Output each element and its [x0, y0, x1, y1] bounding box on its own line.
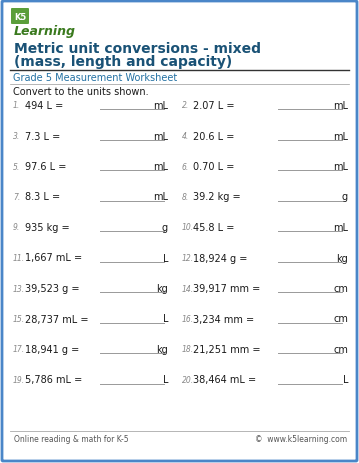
Text: 8.: 8.	[182, 193, 189, 201]
Text: cm: cm	[333, 283, 348, 294]
Text: 6.: 6.	[182, 162, 189, 171]
Text: 14.: 14.	[182, 284, 194, 293]
Text: 45.8 L =: 45.8 L =	[193, 223, 234, 232]
Text: 7.: 7.	[13, 193, 20, 201]
Text: Convert to the units shown.: Convert to the units shown.	[13, 87, 149, 97]
Text: 2.07 L =: 2.07 L =	[193, 101, 234, 111]
Text: 5.: 5.	[13, 162, 20, 171]
Text: 38,464 mL =: 38,464 mL =	[193, 375, 256, 385]
Text: 11.: 11.	[13, 253, 25, 263]
Text: L: L	[163, 314, 168, 324]
Text: 18.: 18.	[182, 345, 194, 354]
Text: 5,786 mL =: 5,786 mL =	[25, 375, 82, 385]
Text: mL: mL	[153, 131, 168, 141]
Text: 3,234 mm =: 3,234 mm =	[193, 314, 254, 324]
Text: 8.3 L =: 8.3 L =	[25, 192, 60, 202]
Text: kg: kg	[156, 344, 168, 354]
Text: 97.6 L =: 97.6 L =	[25, 162, 66, 172]
Text: mL: mL	[153, 192, 168, 202]
Text: Grade 5 Measurement Worksheet: Grade 5 Measurement Worksheet	[13, 73, 177, 83]
Text: g: g	[342, 192, 348, 202]
Text: kg: kg	[336, 253, 348, 263]
Text: 2.: 2.	[182, 101, 189, 110]
Text: 1,667 mL =: 1,667 mL =	[25, 253, 82, 263]
Text: kg: kg	[156, 283, 168, 294]
Text: mL: mL	[333, 101, 348, 111]
Text: K5: K5	[14, 13, 26, 21]
Text: L: L	[163, 375, 168, 385]
Text: ©  www.k5learning.com: © www.k5learning.com	[255, 435, 347, 444]
Text: 3.: 3.	[13, 131, 20, 141]
Text: mL: mL	[153, 101, 168, 111]
Text: 15.: 15.	[13, 314, 25, 323]
Text: mL: mL	[333, 131, 348, 141]
Text: 9.: 9.	[13, 223, 20, 232]
Text: L: L	[163, 253, 168, 263]
Text: 0.70 L =: 0.70 L =	[193, 162, 234, 172]
Text: Learning: Learning	[14, 25, 76, 38]
Text: 18,941 g =: 18,941 g =	[25, 344, 79, 354]
Text: 13.: 13.	[13, 284, 25, 293]
Text: mL: mL	[333, 162, 348, 172]
Text: cm: cm	[333, 344, 348, 354]
Text: (mass, length and capacity): (mass, length and capacity)	[14, 55, 232, 69]
Text: 19.: 19.	[13, 375, 25, 384]
Text: 10.: 10.	[182, 223, 194, 232]
Text: 494 L =: 494 L =	[25, 101, 63, 111]
Text: mL: mL	[153, 162, 168, 172]
Text: mL: mL	[333, 223, 348, 232]
Text: 1.: 1.	[13, 101, 20, 110]
Text: 39.2 kg =: 39.2 kg =	[193, 192, 241, 202]
Text: 17.: 17.	[13, 345, 25, 354]
Text: 935 kg =: 935 kg =	[25, 223, 70, 232]
Text: 28,737 mL =: 28,737 mL =	[25, 314, 89, 324]
Text: 12.: 12.	[182, 253, 194, 263]
Text: 20.6 L =: 20.6 L =	[193, 131, 234, 141]
Text: 16.: 16.	[182, 314, 194, 323]
Text: 39,523 g =: 39,523 g =	[25, 283, 79, 294]
Text: 4.: 4.	[182, 131, 189, 141]
FancyBboxPatch shape	[11, 9, 29, 25]
Text: cm: cm	[333, 314, 348, 324]
Text: 39,917 mm =: 39,917 mm =	[193, 283, 260, 294]
Text: 18,924 g =: 18,924 g =	[193, 253, 247, 263]
Text: Online reading & math for K-5: Online reading & math for K-5	[14, 435, 129, 444]
Text: 21,251 mm =: 21,251 mm =	[193, 344, 261, 354]
Text: 20.: 20.	[182, 375, 194, 384]
Text: g: g	[162, 223, 168, 232]
Text: L: L	[342, 375, 348, 385]
Text: 7.3 L =: 7.3 L =	[25, 131, 60, 141]
Text: Metric unit conversions - mixed: Metric unit conversions - mixed	[14, 42, 261, 56]
